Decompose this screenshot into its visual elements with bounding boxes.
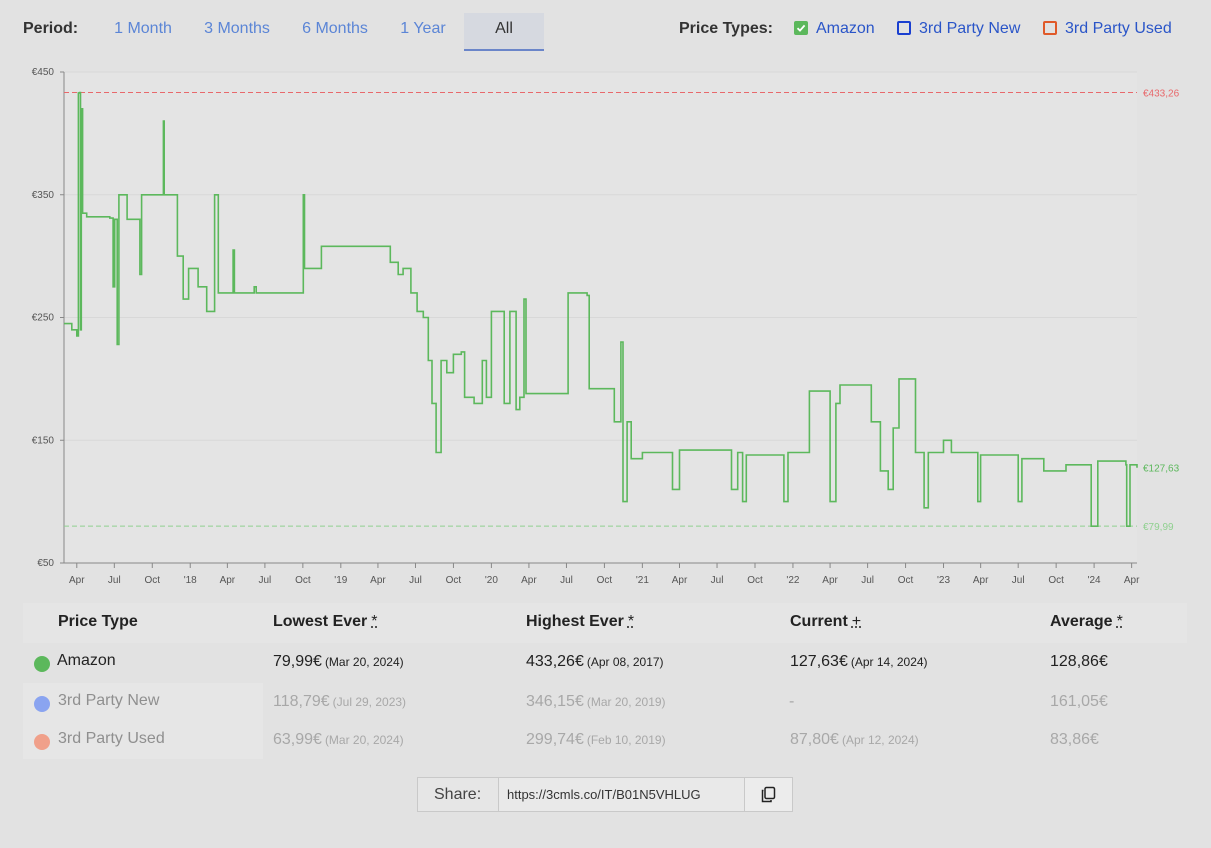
x-tick-label: Jul — [259, 575, 272, 586]
price-type-3rd-party-used-label: 3rd Party Used — [1065, 20, 1172, 37]
row-highest: 299,74€ (Feb 10, 2019) — [526, 731, 666, 748]
x-tick-label: Apr — [521, 575, 537, 586]
reference-label: €127,63 — [1143, 464, 1180, 475]
price-type-3rd-party-used-toggle[interactable]: 3rd Party Used — [1043, 20, 1177, 40]
x-tick-label: Oct — [1048, 575, 1064, 586]
checkbox-unchecked-icon[interactable] — [897, 21, 911, 35]
x-tick-label: Jul — [711, 575, 724, 586]
x-tick-label: Oct — [145, 575, 161, 586]
checkbox-checked-icon[interactable] — [794, 21, 808, 35]
reference-label: €79,99 — [1143, 522, 1174, 533]
series-line-amazon — [64, 91, 1138, 527]
x-tick-label: Oct — [747, 575, 763, 586]
price-type-3rd-party-new-toggle[interactable]: 3rd Party New — [897, 20, 1027, 40]
x-tick-label: Oct — [898, 575, 914, 586]
price-types-label: Price Types: — [679, 20, 773, 37]
row-current: - — [789, 693, 795, 710]
x-tick-label: '23 — [937, 575, 950, 586]
footnote-star[interactable]: * — [627, 613, 635, 630]
reference-label: €433,26 — [1143, 89, 1180, 100]
x-tick-label: Apr — [973, 575, 989, 586]
series-color-dot — [34, 656, 50, 672]
header-current: Current + — [790, 613, 862, 630]
x-tick-label: Apr — [69, 575, 85, 586]
x-tick-label: Jul — [409, 575, 422, 586]
x-tick-label: '18 — [184, 575, 197, 586]
x-tick-label: '24 — [1088, 575, 1101, 586]
price-type-amazon-label: Amazon — [816, 20, 875, 37]
x-tick-label: Apr — [822, 575, 838, 586]
x-tick-label: Apr — [370, 575, 386, 586]
table-header-row: Price Type Lowest Ever * Highest Ever * Cu… — [23, 603, 1187, 643]
y-tick-label: €250 — [32, 313, 55, 324]
table-row-amazon: Amazon 79,99€ (Mar 20, 2024) 433,26€ (Apr … — [23, 643, 1187, 681]
row-name: Amazon — [57, 652, 116, 669]
x-tick-label: Oct — [295, 575, 311, 586]
table-row-3rd-party-new: 3rd Party New 118,79€ (Jul 29, 2023) 346,… — [23, 683, 1187, 721]
share-url-field[interactable]: https://3cmls.co/IT/B01N5VHLUG — [498, 778, 745, 811]
row-lowest: 79,99€ (Mar 20, 2024) — [273, 653, 404, 670]
copy-button[interactable] — [745, 778, 792, 811]
chart-controls: Period: 1 Month 3 Months 6 Months 1 Year… — [0, 0, 1211, 60]
x-tick-label: Jul — [861, 575, 874, 586]
share-box: Share: https://3cmls.co/IT/B01N5VHLUG — [417, 777, 793, 812]
row-highest: 346,15€ (Mar 20, 2019) — [526, 693, 666, 710]
row-average: 128,86€ — [1050, 653, 1108, 670]
price-type-3rd-party-new-label: 3rd Party New — [919, 20, 1021, 37]
row-average: 161,05€ — [1050, 693, 1108, 710]
x-tick-label: '20 — [485, 575, 498, 586]
x-tick-label: Oct — [446, 575, 462, 586]
y-tick-label: €50 — [37, 558, 54, 569]
copy-icon — [761, 786, 776, 803]
row-lowest: 118,79€ (Jul 29, 2023) — [273, 693, 407, 710]
x-tick-label: Oct — [597, 575, 613, 586]
series-color-dot — [34, 696, 50, 712]
period-1-year-button[interactable]: 1 Year — [400, 20, 446, 37]
row-average: 83,86€ — [1050, 731, 1099, 748]
footnote-star[interactable]: * — [1116, 613, 1123, 630]
x-tick-label: '22 — [786, 575, 799, 586]
period-all-button[interactable]: All — [464, 13, 544, 51]
series-color-dot — [34, 734, 50, 750]
x-tick-label: Jul — [560, 575, 573, 586]
x-tick-label: '21 — [636, 575, 649, 586]
header-average: Average * — [1050, 613, 1123, 630]
row-highest: 433,26€ (Apr 08, 2017) — [526, 653, 664, 670]
header-highest-ever: Highest Ever * — [526, 613, 635, 630]
period-1-month-button[interactable]: 1 Month — [114, 20, 172, 37]
footnote-star[interactable]: * — [371, 613, 378, 630]
price-history-chart[interactable]: €450 €350 €250 €150 €50 Apr Jul Oct '18 Apr Jul Oct… — [0, 60, 1211, 595]
x-tick-label: '19 — [334, 575, 347, 586]
row-current: 87,80€ (Apr 12, 2024) — [790, 731, 919, 748]
x-tick-label: Jul — [108, 575, 121, 586]
x-tick-label: Jul — [1012, 575, 1025, 586]
checkbox-unchecked-icon[interactable] — [1043, 21, 1057, 35]
period-6-months-button[interactable]: 6 Months — [302, 20, 368, 37]
y-tick-label: €450 — [32, 67, 55, 78]
x-tick-label: Apr — [220, 575, 236, 586]
row-current: 127,63€ (Apr 14, 2024) — [790, 653, 928, 670]
header-lowest-ever: Lowest Ever * — [273, 613, 378, 630]
period-label: Period: — [23, 20, 79, 37]
row-lowest: 63,99€ (Mar 20, 2024) — [273, 731, 404, 748]
price-type-amazon-toggle[interactable]: Amazon — [794, 20, 884, 40]
row-name: 3rd Party New — [58, 692, 160, 709]
table-row-3rd-party-used: 3rd Party Used 63,99€ (Mar 20, 2024) 299,… — [23, 721, 1187, 759]
share-label: Share: — [434, 786, 482, 803]
y-tick-label: €350 — [32, 190, 55, 201]
x-tick-label: Apr — [672, 575, 688, 586]
row-name: 3rd Party Used — [58, 730, 165, 747]
y-tick-label: €150 — [32, 435, 55, 446]
footnote-plus[interactable]: + — [851, 613, 862, 630]
period-3-months-button[interactable]: 3 Months — [204, 20, 270, 37]
x-tick-label: Apr — [1124, 575, 1140, 586]
header-price-type: Price Type — [58, 613, 138, 630]
